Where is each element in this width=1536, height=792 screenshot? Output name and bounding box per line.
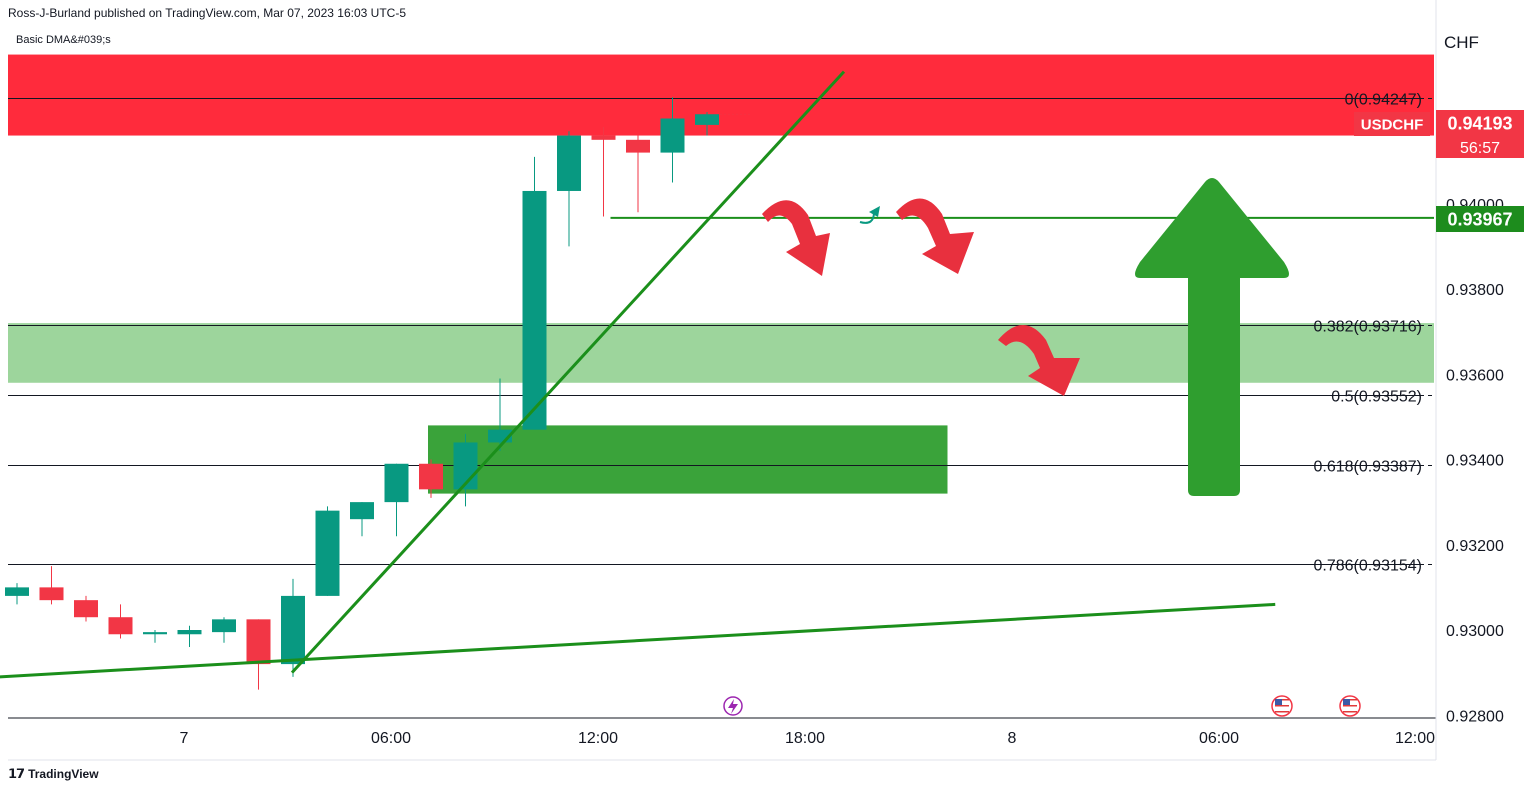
candle-body[interactable] (315, 510, 340, 596)
price-tag-bg (1436, 110, 1524, 136)
indicator-label: Basic DMA&#039;s (16, 34, 111, 46)
level-tag: 0.93967 (1447, 209, 1512, 229)
small-arrow-head (869, 206, 880, 217)
flag-stripe (1343, 708, 1357, 710)
candle-body[interactable] (626, 139, 650, 153)
candle-body[interactable] (384, 463, 409, 503)
demand-zone (428, 425, 948, 494)
resistance-zone (8, 54, 1434, 136)
x-tick-label: 18:00 (785, 730, 825, 747)
flag-canton (1275, 699, 1282, 705)
y-tick-label: 0.93000 (1446, 623, 1504, 640)
lightning-event-icon[interactable] (723, 696, 743, 716)
y-tick-label: 0.93200 (1446, 538, 1504, 555)
symbol-tag-bg (1354, 112, 1430, 136)
x-tick-label: 12:00 (578, 730, 618, 747)
candle-body[interactable] (281, 595, 305, 665)
candle-body[interactable] (212, 619, 236, 633)
lightning-icon-bolt (728, 699, 738, 714)
price-tag: 0.94193 (1447, 113, 1512, 133)
candle-body[interactable] (695, 114, 719, 125)
fib-label: 0.382(0.93716) (1313, 319, 1422, 336)
us-flag-event-icon[interactable] (1271, 695, 1293, 717)
fib-label: 0(0.94247) (1345, 92, 1422, 109)
down-arrow-shape (896, 198, 974, 274)
trendline[interactable] (290, 70, 846, 674)
y-tick-label: 0.93400 (1446, 453, 1504, 470)
candle-body[interactable] (74, 600, 98, 618)
fib-label: 0.5(0.93552) (1331, 389, 1422, 406)
candle-body[interactable] (39, 587, 64, 601)
flag-stripe (1343, 705, 1357, 707)
candle-body[interactable] (143, 632, 167, 635)
down-arrow-shape (998, 325, 1080, 396)
x-tick-label: 7 (180, 730, 189, 747)
candle-body[interactable] (522, 190, 547, 430)
candle-body[interactable] (350, 502, 374, 520)
fib-label: 0.618(0.93387) (1313, 459, 1422, 476)
up-arrow-shape (1135, 178, 1289, 496)
symbol-tag: USDCHF (1361, 116, 1424, 133)
countdown-tag: 56:57 (1460, 140, 1500, 157)
x-tick-label: 06:00 (371, 730, 411, 747)
candle-body[interactable] (246, 619, 271, 665)
y-tick-label: 0.93600 (1446, 367, 1504, 384)
y-tick-label: 0.92800 (1446, 708, 1504, 725)
publisher-header: Ross-J-Burland published on TradingView.… (8, 6, 406, 20)
flag-canton (1343, 699, 1350, 705)
tradingview-logo-icon: 𝟭𝟳 (8, 766, 25, 781)
candle-body[interactable] (591, 135, 616, 140)
candle-body[interactable] (108, 617, 133, 635)
countdown-tag-bg (1436, 136, 1524, 158)
us-flag-event-icon[interactable] (1339, 695, 1361, 717)
flag-stripe (1275, 711, 1289, 713)
currency-label: CHF (1444, 33, 1479, 52)
candle-body[interactable] (557, 135, 581, 191)
x-tick-label: 8 (1008, 730, 1017, 747)
flag-stripe (1275, 708, 1289, 710)
flag-stripe (1343, 711, 1357, 713)
y-tick-label: 0.93800 (1446, 282, 1504, 299)
tradingview-footer[interactable]: 𝟭𝟳 TradingView (8, 766, 99, 782)
candle-body[interactable] (660, 118, 685, 153)
flag-stripe (1275, 705, 1289, 707)
candle-body[interactable] (419, 463, 443, 490)
candle-body[interactable] (5, 587, 29, 596)
candle-body[interactable] (177, 630, 202, 635)
level-tag-bg (1436, 206, 1524, 232)
fib-label: 0.786(0.93154) (1313, 558, 1422, 575)
tradingview-brand-text: TradingView (28, 767, 99, 781)
x-tick-label: 06:00 (1199, 730, 1239, 747)
down-arrow-shape (762, 200, 830, 276)
trendline[interactable] (0, 602, 1276, 679)
x-tick-label: 12:00 (1395, 730, 1435, 747)
